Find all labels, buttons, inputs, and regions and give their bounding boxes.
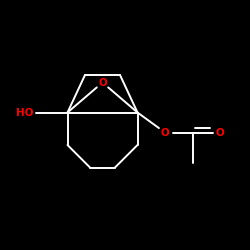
Text: HO: HO: [16, 108, 34, 118]
Text: O: O: [160, 128, 170, 138]
Text: O: O: [216, 128, 224, 138]
Text: O: O: [98, 78, 107, 88]
